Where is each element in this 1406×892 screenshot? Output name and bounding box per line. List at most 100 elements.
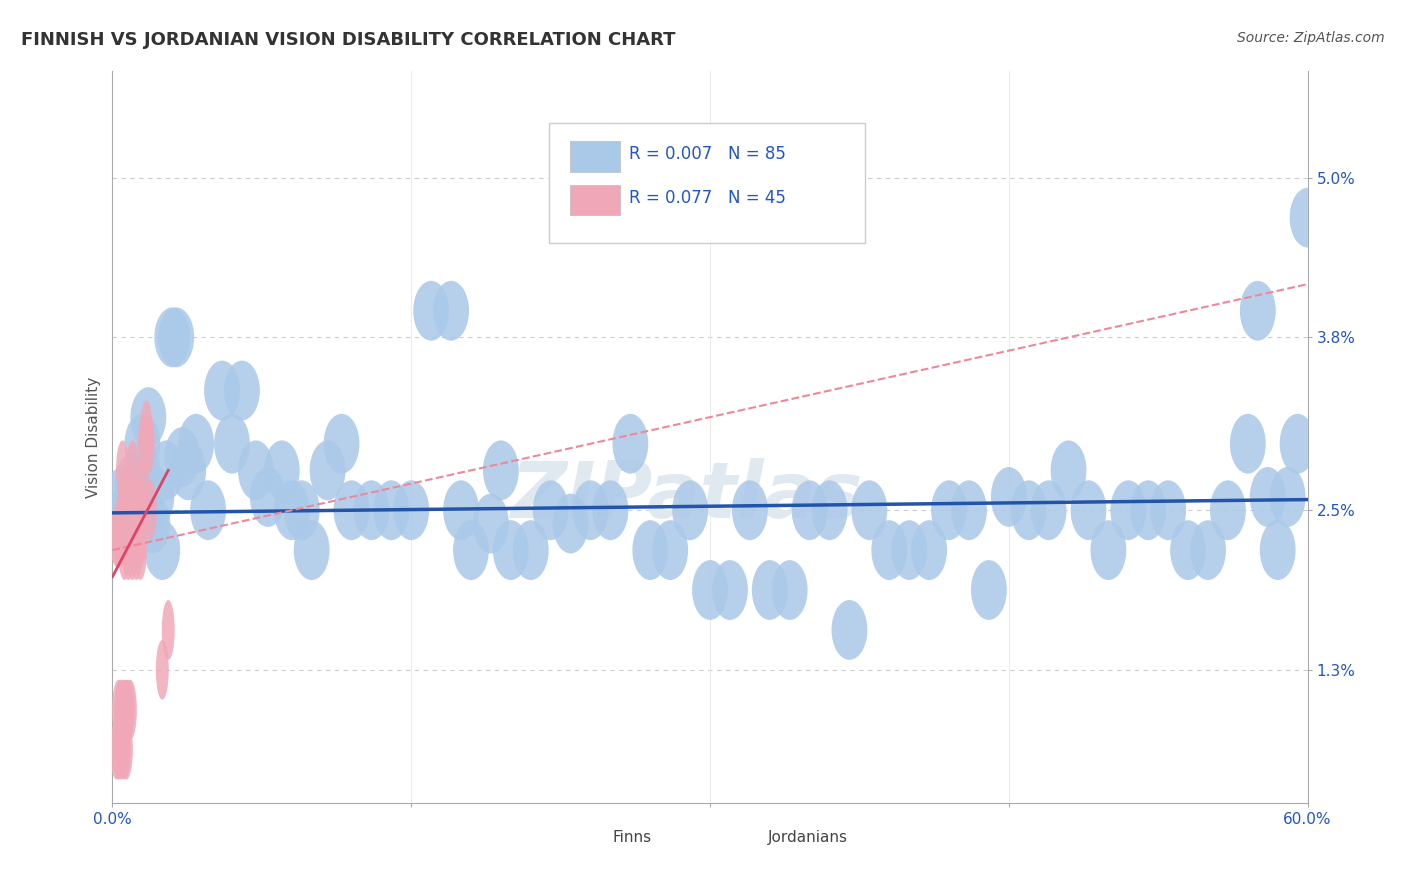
Ellipse shape [124,680,136,739]
Ellipse shape [333,480,370,541]
Ellipse shape [179,414,214,474]
Ellipse shape [752,560,787,620]
Text: FINNISH VS JORDANIAN VISION DISABILITY CORRELATION CHART: FINNISH VS JORDANIAN VISION DISABILITY C… [21,31,676,49]
Ellipse shape [125,441,160,500]
Ellipse shape [128,493,141,553]
Ellipse shape [112,720,125,780]
Ellipse shape [127,480,162,541]
Ellipse shape [120,493,134,553]
Ellipse shape [1050,441,1087,500]
Ellipse shape [115,720,129,780]
Ellipse shape [323,414,360,474]
Ellipse shape [125,414,160,474]
Ellipse shape [129,507,143,566]
Ellipse shape [132,480,145,541]
Ellipse shape [533,480,568,541]
Ellipse shape [652,520,688,580]
Ellipse shape [931,480,967,541]
Text: Jordanians: Jordanians [768,830,848,845]
Ellipse shape [165,427,200,487]
Ellipse shape [128,480,141,541]
Ellipse shape [224,360,260,420]
Ellipse shape [110,507,122,566]
Ellipse shape [118,493,155,553]
Text: R = 0.077   N = 45: R = 0.077 N = 45 [628,189,786,207]
Ellipse shape [711,560,748,620]
Ellipse shape [159,308,194,368]
Ellipse shape [122,680,135,739]
Ellipse shape [114,454,150,514]
Ellipse shape [394,480,429,541]
FancyBboxPatch shape [571,185,620,216]
Ellipse shape [156,640,169,699]
Ellipse shape [124,493,136,553]
Ellipse shape [111,480,146,541]
Ellipse shape [121,467,156,527]
Ellipse shape [494,520,529,580]
Ellipse shape [114,680,127,739]
Ellipse shape [1189,520,1226,580]
Ellipse shape [692,560,728,620]
Text: Source: ZipAtlas.com: Source: ZipAtlas.com [1237,31,1385,45]
Ellipse shape [114,493,127,553]
Ellipse shape [131,387,166,447]
Ellipse shape [1031,480,1067,541]
Ellipse shape [250,467,285,527]
Ellipse shape [453,520,489,580]
Ellipse shape [484,441,519,500]
Ellipse shape [513,520,548,580]
FancyBboxPatch shape [564,829,603,852]
Ellipse shape [136,480,149,541]
Text: R = 0.007   N = 85: R = 0.007 N = 85 [628,145,786,163]
Ellipse shape [852,480,887,541]
Ellipse shape [124,507,136,566]
Ellipse shape [162,600,174,660]
Ellipse shape [120,507,134,566]
Ellipse shape [120,680,134,739]
Ellipse shape [148,441,184,500]
Ellipse shape [264,441,299,500]
Ellipse shape [142,414,155,474]
Ellipse shape [139,401,153,460]
Ellipse shape [204,360,240,420]
Ellipse shape [134,520,146,580]
Ellipse shape [120,680,134,739]
Ellipse shape [1130,480,1166,541]
Ellipse shape [1211,480,1246,541]
Ellipse shape [114,720,127,780]
Ellipse shape [127,493,139,553]
Ellipse shape [1070,480,1107,541]
Ellipse shape [128,480,165,541]
Ellipse shape [1091,520,1126,580]
Ellipse shape [572,480,609,541]
Ellipse shape [145,520,180,580]
Ellipse shape [1240,281,1275,341]
Ellipse shape [110,720,122,780]
Ellipse shape [115,441,129,500]
Ellipse shape [891,520,927,580]
Ellipse shape [115,680,129,739]
Ellipse shape [118,520,131,580]
Ellipse shape [1170,520,1206,580]
Ellipse shape [1011,480,1046,541]
Ellipse shape [118,680,131,739]
Ellipse shape [950,480,987,541]
Ellipse shape [872,520,907,580]
Ellipse shape [155,308,190,368]
Ellipse shape [129,520,143,580]
Ellipse shape [831,600,868,660]
Ellipse shape [118,467,131,527]
Ellipse shape [772,560,807,620]
Ellipse shape [592,480,628,541]
Ellipse shape [433,281,470,341]
Ellipse shape [972,560,1007,620]
Ellipse shape [115,507,129,566]
Ellipse shape [284,480,319,541]
Ellipse shape [122,520,135,580]
Ellipse shape [633,520,668,580]
Ellipse shape [127,441,139,500]
Ellipse shape [991,467,1026,527]
Ellipse shape [118,720,131,780]
Ellipse shape [792,480,828,541]
Ellipse shape [214,414,250,474]
